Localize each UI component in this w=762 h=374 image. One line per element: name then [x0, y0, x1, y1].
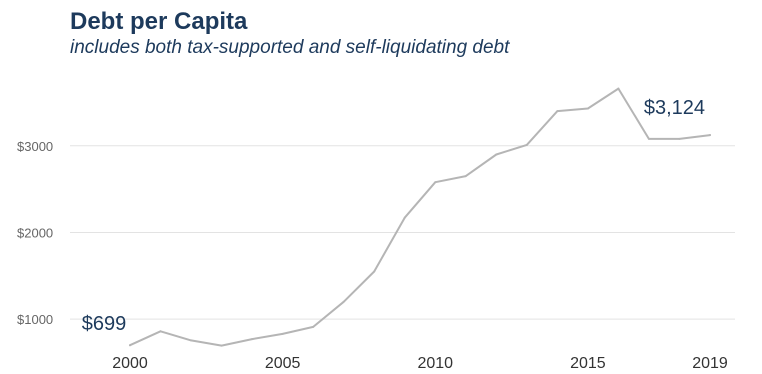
- data-point-2004: [251, 338, 254, 341]
- data-point-2014: [556, 110, 559, 113]
- data-point-2016: [617, 87, 620, 90]
- data-point-2001: [159, 330, 162, 333]
- chart-subtitle: includes both tax-supported and self-liq…: [70, 37, 510, 58]
- x-tick-label-2015: 2015: [570, 355, 606, 372]
- y-tick-label-2000: $2000: [17, 225, 53, 240]
- data-point-2002: [190, 339, 193, 342]
- annotations: $699 $3,124: [82, 97, 705, 335]
- annotation-label-2019: $3,124: [644, 97, 705, 119]
- series-line-0: [129, 87, 711, 347]
- data-point-2011: [464, 175, 467, 178]
- data-point-2007: [342, 300, 345, 303]
- x-tick-label-2019: 2019: [692, 355, 728, 372]
- y-axis-tick-labels: $1000 $2000 $3000: [17, 139, 53, 327]
- data-point-2005: [281, 332, 284, 335]
- chart-title: Debt per Capita: [70, 8, 248, 35]
- gridlines: [70, 145, 735, 320]
- data-point-2012: [495, 153, 498, 156]
- data-point-2019: [709, 134, 711, 137]
- data-point-2018: [678, 137, 681, 140]
- data-point-2015: [586, 107, 589, 110]
- x-tick-label-2010: 2010: [417, 355, 453, 372]
- data-point-2006: [312, 325, 315, 328]
- x-tick-label-2000: 2000: [112, 355, 148, 372]
- data-point-2013: [525, 143, 528, 146]
- y-tick-label-3000: $3000: [17, 139, 53, 154]
- x-tick-label-2005: 2005: [265, 355, 301, 372]
- data-point-2017: [647, 137, 650, 140]
- y-tick-label-1000: $1000: [17, 312, 53, 327]
- data-point-2008: [373, 270, 376, 273]
- data-point-2010: [434, 181, 437, 184]
- data-point-2003: [220, 344, 223, 347]
- annotation-label-2000: $699: [82, 313, 127, 335]
- x-axis-tick-labels: 2000 2005 2010 2015 2019: [112, 355, 728, 372]
- series-layer: [129, 87, 711, 347]
- data-point-2000: [129, 344, 131, 347]
- data-point-2009: [403, 216, 406, 219]
